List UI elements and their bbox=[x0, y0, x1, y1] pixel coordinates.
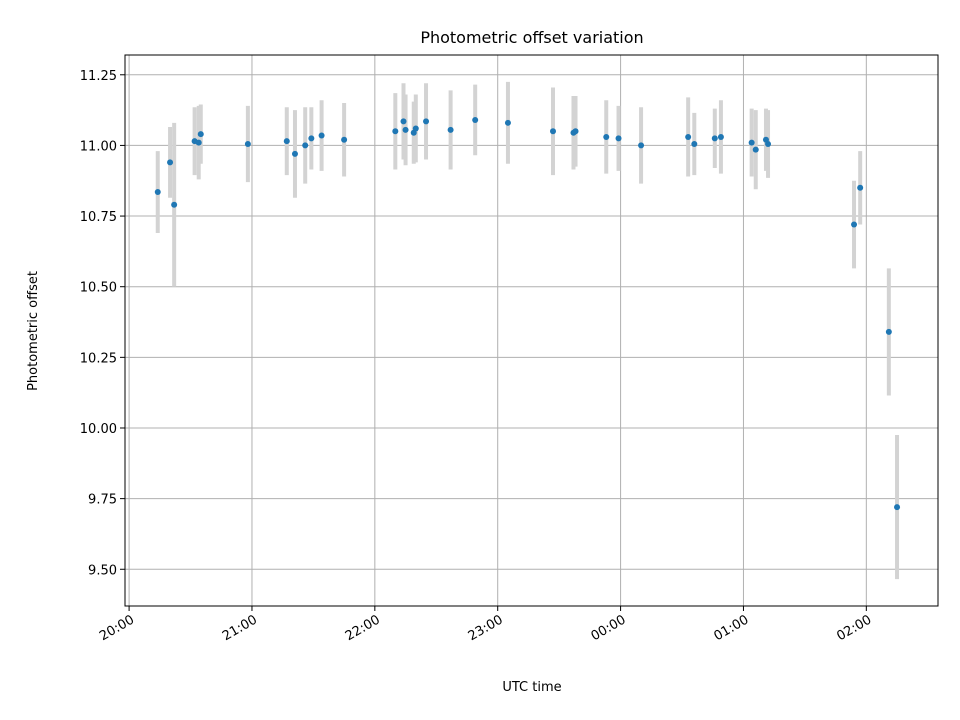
data-point bbox=[402, 126, 409, 133]
plot-frame bbox=[124, 54, 939, 607]
data-point bbox=[550, 128, 557, 135]
data-point bbox=[392, 128, 399, 135]
data-point bbox=[615, 135, 622, 142]
data-point bbox=[341, 136, 348, 143]
data-point bbox=[244, 141, 251, 148]
data-point bbox=[885, 328, 892, 335]
data-point bbox=[291, 150, 298, 157]
data-point bbox=[857, 184, 864, 191]
data-point bbox=[447, 126, 454, 133]
chart-title: Photometric offset variation bbox=[420, 28, 643, 47]
data-point bbox=[195, 139, 202, 146]
y-tick-label: 11.00 bbox=[80, 139, 117, 154]
data-point bbox=[400, 118, 407, 125]
data-point bbox=[691, 141, 698, 148]
x-axis-label: UTC time bbox=[502, 680, 561, 695]
data-point bbox=[472, 116, 479, 123]
data-point bbox=[572, 128, 579, 135]
data-point bbox=[603, 133, 610, 140]
y-axis: 9.50 9.75 10.00 10.25 10.50 10.75 11.00 11.25 bbox=[80, 69, 125, 578]
y-tick-label: 10.50 bbox=[80, 281, 117, 296]
data-point bbox=[302, 142, 309, 149]
y-axis-label: Photometric offset bbox=[26, 271, 41, 391]
data-point bbox=[423, 118, 430, 125]
y-tick-label: 10.00 bbox=[80, 422, 117, 437]
data-point bbox=[308, 135, 315, 142]
data-point bbox=[412, 125, 419, 132]
y-tick-label: 9.50 bbox=[88, 563, 117, 578]
data-point bbox=[717, 133, 724, 140]
data-markers bbox=[154, 116, 901, 511]
data-point bbox=[894, 504, 901, 511]
data-point bbox=[851, 221, 858, 228]
y-tick-label: 10.75 bbox=[80, 210, 117, 225]
data-point bbox=[711, 135, 718, 142]
data-point bbox=[504, 119, 511, 126]
data-point bbox=[171, 201, 178, 208]
data-point bbox=[167, 159, 174, 166]
data-point bbox=[748, 139, 755, 146]
data-point bbox=[197, 131, 204, 138]
data-point bbox=[283, 138, 290, 145]
data-point bbox=[638, 142, 645, 149]
data-point bbox=[752, 146, 759, 153]
y-tick-label: 11.25 bbox=[80, 69, 117, 84]
data-point bbox=[765, 141, 772, 148]
grid bbox=[125, 55, 938, 606]
data-point bbox=[318, 132, 325, 139]
data-point bbox=[685, 133, 692, 140]
y-tick-label: 9.75 bbox=[88, 493, 117, 508]
data-point bbox=[154, 189, 161, 196]
y-tick-label: 10.25 bbox=[80, 351, 117, 366]
